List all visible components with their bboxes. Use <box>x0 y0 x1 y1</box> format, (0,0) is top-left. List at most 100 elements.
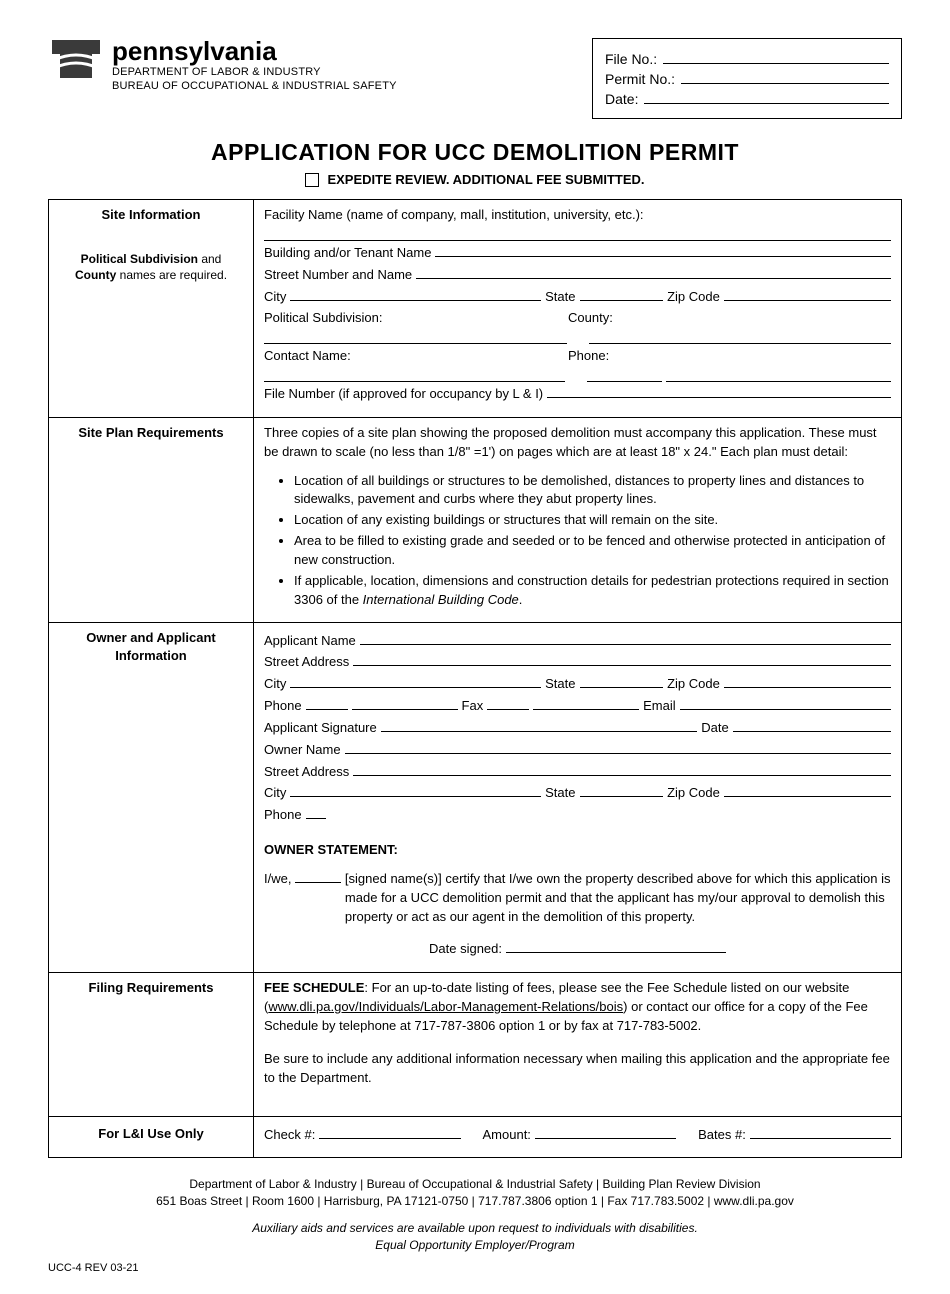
list-item: Area to be filled to existing grade and … <box>294 532 891 570</box>
applicant-zip-label: Zip Code <box>667 675 720 694</box>
owner-state-field[interactable] <box>580 784 664 797</box>
owner-street-field[interactable] <box>353 763 891 776</box>
applicant-city-label: City <box>264 675 286 694</box>
applicant-phone-label: Phone <box>264 697 302 716</box>
applicant-zip-field[interactable] <box>724 675 891 688</box>
section-site-plan-heading: Site Plan Requirements <box>49 417 254 622</box>
file-number-box: File No.: Permit No.: Date: <box>592 38 902 119</box>
applicant-email-field[interactable] <box>680 697 891 710</box>
owner-state-label: State <box>545 784 575 803</box>
date-field[interactable] <box>644 90 889 104</box>
contact-field[interactable] <box>264 369 565 382</box>
main-table: Site Information Political Subdivision a… <box>48 199 902 1158</box>
footer-line2: 651 Boas Street | Room 1600 | Harrisburg… <box>48 1193 902 1210</box>
signed-names-field[interactable] <box>295 870 340 883</box>
section-site-info-heading: Site Information Political Subdivision a… <box>49 200 254 418</box>
check-field[interactable] <box>319 1126 460 1139</box>
applicant-city-field[interactable] <box>290 675 541 688</box>
date-label: Date: <box>605 91 638 107</box>
applicant-fax-area[interactable] <box>487 697 529 710</box>
section-site-info-body: Facility Name (name of company, mall, in… <box>254 200 902 418</box>
page: pennsylvania DEPARTMENT OF LABOR & INDUS… <box>0 0 950 1294</box>
zip-field[interactable] <box>724 288 891 301</box>
applicant-state-label: State <box>545 675 575 694</box>
county-field[interactable] <box>589 331 892 344</box>
contact-label: Contact Name: <box>264 347 564 366</box>
applicant-street-label: Street Address <box>264 653 349 672</box>
fileno-field[interactable] <box>547 385 891 398</box>
logo-text: pennsylvania DEPARTMENT OF LABOR & INDUS… <box>112 38 397 92</box>
expedite-checkbox[interactable] <box>305 173 319 187</box>
city-field[interactable] <box>290 288 541 301</box>
applicant-state-field[interactable] <box>580 675 664 688</box>
footer-eeo: Equal Opportunity Employer/Program <box>48 1237 902 1254</box>
fee-url[interactable]: www.dli.pa.gov/Individuals/Labor-Managem… <box>268 999 623 1014</box>
applicant-name-field[interactable] <box>360 632 891 645</box>
applicant-signature-label: Applicant Signature <box>264 719 377 738</box>
owner-city-field[interactable] <box>290 784 541 797</box>
facility-label: Facility Name (name of company, mall, in… <box>264 206 891 225</box>
polsub-field[interactable] <box>264 331 567 344</box>
dept-line2: BUREAU OF OCCUPATIONAL & INDUSTRIAL SAFE… <box>112 80 397 92</box>
zip-label: Zip Code <box>667 288 720 307</box>
list-item: Location of all buildings or structures … <box>294 472 891 510</box>
phone-area-field[interactable] <box>587 369 662 382</box>
applicant-sig-date-field[interactable] <box>733 719 891 732</box>
section-li-body: Check #: Amount: Bates #: <box>254 1116 902 1158</box>
owner-name-field[interactable] <box>345 741 891 754</box>
bates-label: Bates #: <box>698 1126 746 1145</box>
permit-no-label: Permit No.: <box>605 71 675 87</box>
section-site-plan-body: Three copies of a site plan showing the … <box>254 417 902 622</box>
filing-para2: Be sure to include any additional inform… <box>264 1050 891 1088</box>
street-label: Street Number and Name <box>264 266 412 285</box>
footer-line1: Department of Labor & Industry | Bureau … <box>48 1176 902 1193</box>
bates-field[interactable] <box>750 1126 891 1139</box>
applicant-signature-field[interactable] <box>381 719 698 732</box>
state-name: pennsylvania <box>112 38 397 64</box>
site-plan-list: Location of all buildings or structures … <box>294 472 891 610</box>
date-signed-label: Date signed: <box>429 940 502 959</box>
section-li-heading: For L&I Use Only <box>49 1116 254 1158</box>
applicant-fax-num[interactable] <box>533 697 639 710</box>
date-signed-field[interactable] <box>506 940 726 953</box>
owner-statement-heading: OWNER STATEMENT: <box>264 841 891 860</box>
footer-aux: Auxiliary aids and services are availabl… <box>48 1220 902 1237</box>
applicant-email-label: Email <box>643 697 676 716</box>
permit-no-field[interactable] <box>681 70 889 84</box>
fee-schedule-text: FEE SCHEDULE: For an up-to-date listing … <box>264 979 891 1036</box>
list-item: Location of any existing buildings or st… <box>294 511 891 530</box>
section-filing-body: FEE SCHEDULE: For an up-to-date listing … <box>254 973 902 1116</box>
list-item: If applicable, location, dimensions and … <box>294 572 891 610</box>
keystone-icon <box>48 38 104 82</box>
owner-zip-label: Zip Code <box>667 784 720 803</box>
building-field[interactable] <box>435 244 891 257</box>
phone-num-field[interactable] <box>666 369 891 382</box>
county-label: County: <box>568 309 613 328</box>
applicant-street-field[interactable] <box>353 653 891 666</box>
form-number: UCC-4 REV 03-21 <box>48 1262 902 1274</box>
phone-label: Phone: <box>568 347 609 366</box>
applicant-name-label: Applicant Name <box>264 632 356 651</box>
state-field[interactable] <box>580 288 664 301</box>
owner-phone-field[interactable] <box>306 806 326 819</box>
applicant-sig-date-label: Date <box>701 719 728 738</box>
owner-phone-label: Phone <box>264 806 302 825</box>
owner-name-label: Owner Name <box>264 741 341 760</box>
amount-label: Amount: <box>483 1126 531 1145</box>
logo-block: pennsylvania DEPARTMENT OF LABOR & INDUS… <box>48 38 397 92</box>
owner-city-label: City <box>264 784 286 803</box>
page-title: APPLICATION FOR UCC DEMOLITION PERMIT <box>48 139 902 166</box>
street-field[interactable] <box>416 266 891 279</box>
applicant-phone-num[interactable] <box>352 697 458 710</box>
owner-zip-field[interactable] <box>724 784 891 797</box>
file-no-field[interactable] <box>663 50 889 64</box>
facility-field[interactable] <box>264 228 891 241</box>
header-row: pennsylvania DEPARTMENT OF LABOR & INDUS… <box>48 38 902 119</box>
footer: Department of Labor & Industry | Bureau … <box>48 1176 902 1253</box>
expedite-row: EXPEDITE REVIEW. ADDITIONAL FEE SUBMITTE… <box>48 172 902 187</box>
site-plan-intro: Three copies of a site plan showing the … <box>264 424 891 462</box>
applicant-phone-area[interactable] <box>306 697 348 710</box>
polsub-label: Political Subdivision: <box>264 309 564 328</box>
check-label: Check #: <box>264 1126 315 1145</box>
amount-field[interactable] <box>535 1126 676 1139</box>
